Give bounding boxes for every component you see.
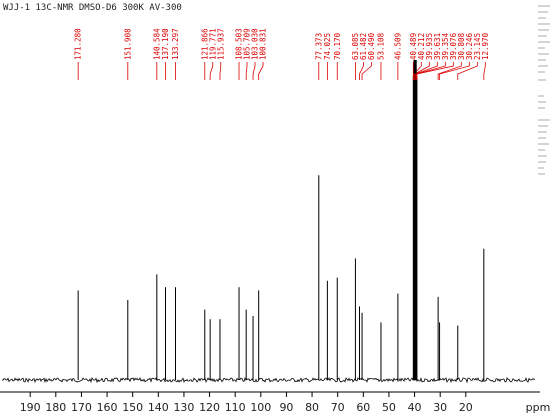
x-tick-label: 130: [173, 401, 194, 414]
label-leader: [361, 62, 372, 80]
peak-label: 119.771: [208, 28, 217, 60]
peak-label: 39.631: [433, 33, 442, 60]
peak-label: 74.025: [323, 33, 332, 60]
peak-label: 133.297: [171, 28, 180, 60]
label-leader: [437, 62, 462, 80]
x-tick-label: 40: [408, 401, 422, 414]
peak-label: 115.937: [216, 28, 225, 60]
x-tick-label: 80: [305, 401, 319, 414]
peak-label: 108.503: [235, 28, 244, 60]
label-leader: [414, 62, 430, 80]
peak-label: 77.373: [314, 33, 323, 60]
peak-label: 100.831: [259, 28, 268, 60]
label-leader: [415, 62, 446, 80]
peak-label: 63.085: [351, 33, 360, 60]
label-leader: [457, 62, 478, 80]
peak-label: 105.709: [243, 28, 252, 60]
x-tick-label: 20: [459, 401, 473, 414]
x-tick-label: 110: [225, 401, 246, 414]
label-leader: [413, 62, 422, 80]
peak-label: 40.212: [417, 33, 426, 60]
peak-label: 30.808: [457, 32, 466, 60]
label-leader: [209, 62, 214, 80]
peak-label: 140.584: [152, 28, 161, 60]
label-leader: [258, 62, 264, 80]
peak-label: 60.490: [367, 32, 376, 60]
peak-label: 53.108: [376, 32, 385, 60]
label-leader: [219, 62, 222, 80]
label-leader: [483, 62, 486, 80]
peak-label: 103.030: [251, 28, 260, 60]
label-leader: [245, 62, 248, 80]
peak-label: 30.246: [465, 32, 474, 60]
peak-label: 121.866: [200, 28, 209, 60]
peak-label: 46.509: [393, 33, 402, 60]
x-tick-label: 190: [20, 401, 41, 414]
peak-label: 39.935: [425, 33, 434, 60]
peak-label: 151.908: [123, 28, 132, 60]
peak-label: 12.970: [481, 32, 490, 60]
x-tick-label: 70: [331, 401, 345, 414]
peak-label: 70.170: [333, 32, 342, 60]
baseline-noise: [1, 376, 536, 384]
label-leader: [439, 62, 470, 80]
x-tick-label: 150: [122, 401, 143, 414]
peak-label: 40.489: [409, 33, 418, 60]
peak-label: 137.190: [161, 28, 170, 60]
x-tick-label: 120: [199, 401, 220, 414]
x-tick-label: 100: [250, 401, 271, 414]
x-tick-label: 170: [71, 401, 92, 414]
chart-title: WJJ-1 13C-NMR DMSO-D6 300K AV-300: [3, 3, 182, 13]
peak-label: 61.482: [359, 33, 368, 60]
x-tick-label: 60: [356, 401, 370, 414]
x-tick-label: 140: [148, 401, 169, 414]
label-leader: [252, 62, 256, 80]
x-tick-label: 90: [279, 401, 293, 414]
label-leader: [359, 62, 364, 80]
peak-label: 39.076: [449, 32, 458, 60]
peak-label: 39.354: [441, 32, 450, 60]
parameter-block: [538, 5, 550, 175]
x-tick-label: 30: [433, 401, 447, 414]
x-tick-label: 160: [97, 401, 118, 414]
label-leader: [416, 62, 454, 80]
x-tick-label: 50: [382, 401, 396, 414]
label-leader: [415, 62, 438, 80]
peak-label: 171.280: [74, 28, 83, 60]
x-axis-label: ppm: [526, 401, 551, 414]
x-tick-label: 180: [45, 401, 66, 414]
peak-label: 23.145: [473, 33, 482, 60]
